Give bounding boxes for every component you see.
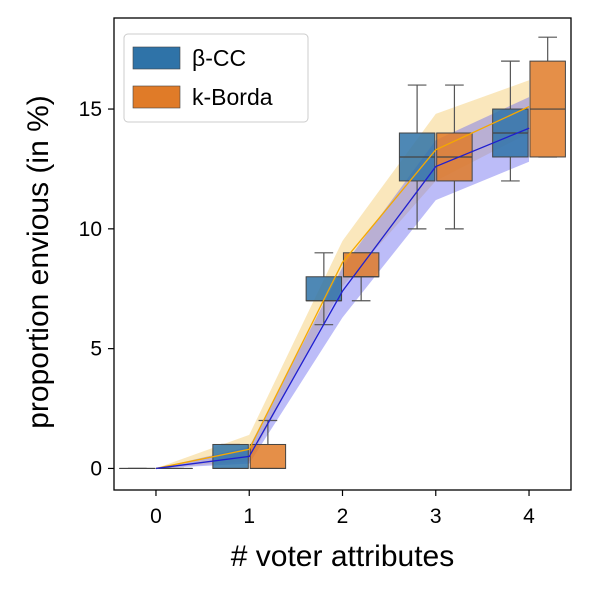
x-tick-label-0: 0 [150, 505, 162, 528]
confidence-bands [155, 80, 530, 469]
box-k-borda-x1-body [249, 443, 287, 469]
y-tick-label-0: 0 [90, 457, 102, 480]
box-k-borda-x2-body [342, 252, 380, 278]
band-k-borda [155, 80, 530, 469]
legend-label-k-borda: k-Borda [192, 84, 273, 110]
box-beta-cc-x2-body [305, 276, 343, 302]
y-tick-label-10: 10 [79, 218, 102, 241]
x-tick-label-3: 3 [430, 505, 442, 528]
y-axis-ticks: 0 5 10 15 [79, 98, 114, 480]
x-axis-label: # voter attributes [231, 540, 454, 573]
y-axis-label: proportion envious (in %) [22, 95, 55, 429]
x-tick-label-4: 4 [523, 505, 535, 528]
mean-line-k-borda [155, 106, 530, 470]
y-tick-label-15: 15 [79, 98, 102, 121]
y-tick-label-5: 5 [90, 338, 102, 361]
legend-swatch-k-borda [132, 85, 181, 109]
legend-label-beta-cc: β-CC [192, 45, 246, 71]
legend-swatch-beta-cc [132, 46, 181, 70]
box-beta-cc-x1-body [212, 443, 249, 469]
legend: β-CC k-Borda [123, 33, 309, 123]
band-beta-cc [155, 97, 530, 469]
x-tick-label-2: 2 [337, 505, 349, 528]
x-tick-label-1: 1 [243, 505, 255, 528]
x-axis-ticks: 0 1 2 3 4 [150, 490, 535, 528]
mean-line-beta-cc [155, 127, 530, 470]
mean-lines [155, 106, 530, 470]
